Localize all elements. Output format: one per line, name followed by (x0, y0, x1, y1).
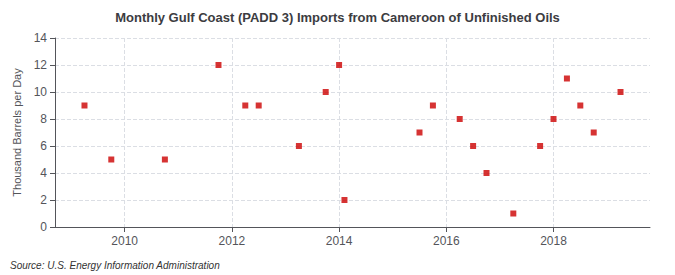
svg-text:4: 4 (40, 166, 47, 180)
svg-text:Monthly Gulf Coast (PADD 3) Im: Monthly Gulf Coast (PADD 3) Imports from… (115, 10, 560, 25)
svg-text:6: 6 (40, 139, 47, 153)
svg-text:10: 10 (34, 85, 48, 99)
svg-text:Source: U.S. Energy Informatio: Source: U.S. Energy Information Administ… (10, 260, 220, 271)
svg-text:2016: 2016 (433, 234, 460, 248)
svg-text:12: 12 (34, 58, 48, 72)
svg-text:Thousand Barrels per Day: Thousand Barrels per Day (11, 68, 23, 197)
svg-text:14: 14 (34, 31, 48, 45)
svg-text:8: 8 (40, 112, 47, 126)
svg-text:2: 2 (40, 193, 47, 207)
svg-text:2012: 2012 (219, 234, 246, 248)
svg-text:2010: 2010 (111, 234, 138, 248)
svg-text:0: 0 (40, 220, 47, 234)
svg-text:2018: 2018 (540, 234, 567, 248)
svg-text:2014: 2014 (326, 234, 353, 248)
